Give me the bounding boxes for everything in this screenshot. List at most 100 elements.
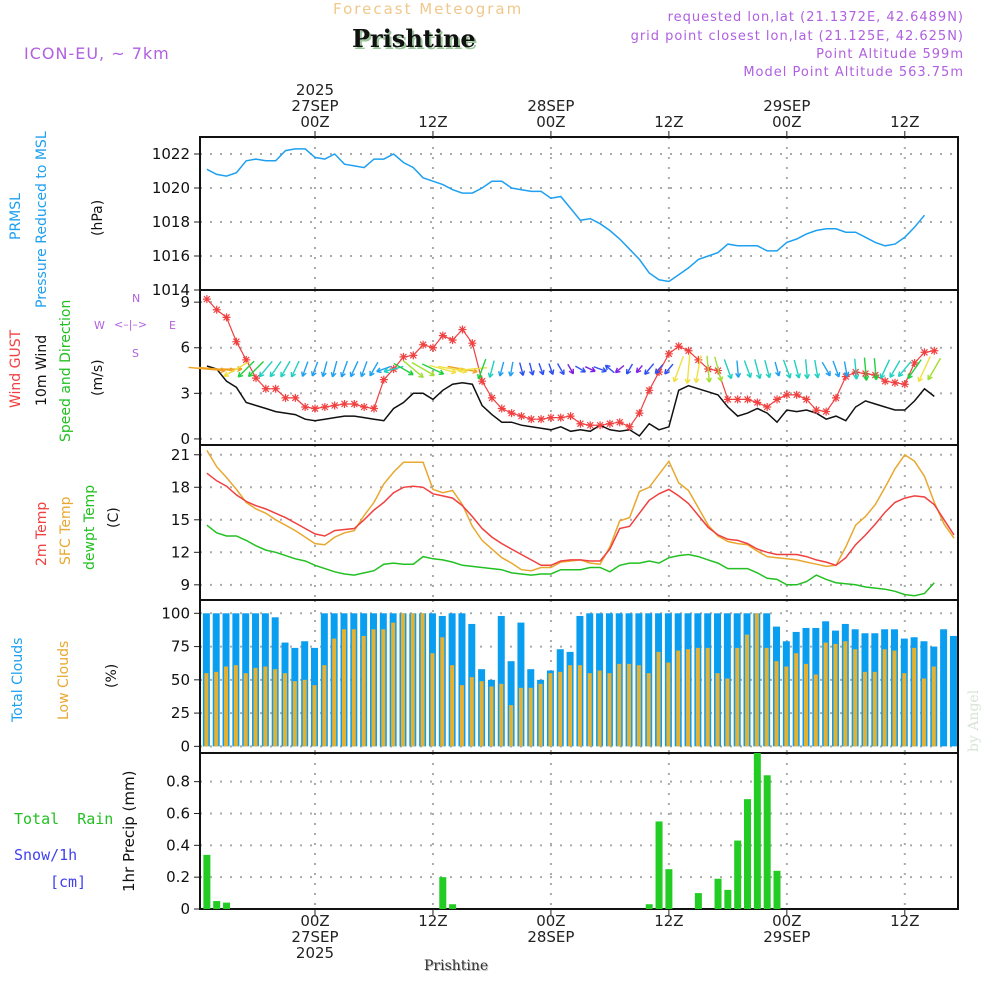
low-cloud-bar	[204, 673, 209, 747]
rain-bar	[714, 878, 722, 909]
gust-marker	[242, 355, 251, 364]
model-label: ICON-EU, ~ 7km	[24, 44, 170, 63]
low-cloud-bar	[764, 647, 769, 747]
low-cloud-bar	[548, 673, 553, 747]
total-cloud-bar	[940, 629, 948, 747]
low-cloud-bar	[568, 665, 573, 747]
wind-arrow	[625, 363, 634, 375]
x-tick-label: 29SEP 00Z	[747, 98, 827, 130]
wind-arrow	[927, 357, 942, 381]
gust-marker	[635, 409, 644, 418]
low-cloud-bar	[479, 681, 484, 747]
low-cloud-bar	[332, 638, 337, 747]
low-cloud-bar	[381, 629, 386, 747]
gust-marker	[458, 325, 467, 334]
gust-marker	[576, 419, 585, 428]
wind-arrow	[897, 361, 912, 378]
low-cloud-bar	[400, 613, 405, 747]
gust-marker	[625, 422, 634, 431]
low-cloud-bar	[715, 673, 720, 747]
gust-marker	[812, 406, 821, 415]
low-cloud-bar	[450, 665, 455, 747]
gust-marker	[822, 407, 831, 416]
low-cloud-bar	[813, 674, 818, 747]
low-cloud-bar	[430, 653, 435, 747]
low-cloud-bar	[312, 685, 317, 747]
wind-arrow	[754, 359, 762, 380]
low-cloud-bar	[509, 705, 514, 747]
gust-marker	[782, 390, 791, 399]
gust-marker	[664, 349, 673, 358]
wind-arrow	[863, 357, 870, 381]
x-tick-label: 12Z	[865, 913, 945, 929]
y-tick-label: 1016	[152, 247, 190, 265]
wind-arrow	[814, 359, 821, 379]
gust-marker	[320, 403, 329, 412]
grid-coords: grid point closest lon,lat (21.125E, 42.…	[630, 29, 964, 44]
wind-arrow	[320, 361, 328, 378]
wind-arrow	[258, 360, 273, 378]
watermark: by Angel	[966, 689, 982, 752]
rain-bar	[724, 889, 732, 909]
gust-marker	[517, 412, 526, 421]
wind-arrow	[672, 356, 685, 383]
y-tick-label: 0.6	[166, 804, 190, 822]
wind-arrow	[575, 365, 587, 373]
compass-rose: N W E S <–|–>	[94, 292, 186, 362]
gust-marker	[546, 413, 555, 422]
low-cloud-bar	[538, 683, 543, 747]
wind-arrow	[782, 359, 792, 379]
rain-bar	[773, 870, 781, 909]
y-tick-label: 25	[171, 704, 190, 722]
wind-arrow	[821, 361, 831, 377]
gust-marker	[605, 419, 614, 428]
low-cloud-bar	[273, 669, 278, 747]
y-tick-label: 18	[171, 478, 190, 496]
low-cloud-bar	[754, 613, 759, 747]
wind-arrow	[519, 362, 526, 376]
low-cloud-bar	[577, 665, 582, 747]
low-cloud-bar	[283, 673, 288, 747]
low-cloud-bar	[627, 663, 632, 747]
wind-arrow	[764, 360, 772, 379]
low-cloud-bar	[636, 665, 641, 747]
x-tick-line: 00Z	[772, 912, 802, 930]
gust-marker	[881, 377, 890, 386]
gust-marker	[527, 415, 536, 424]
gust-marker	[753, 398, 762, 407]
t2m-line	[206, 472, 955, 567]
compass-arrows-icon: <–|–>	[114, 318, 148, 331]
rain-bar	[449, 904, 457, 909]
chart-title: Prishtine	[352, 24, 476, 53]
wind-arrow	[349, 361, 359, 378]
x-tick-line: 12Z	[654, 912, 684, 930]
gust-marker	[890, 378, 899, 387]
gust-marker	[468, 339, 477, 348]
low-cloud-bar	[774, 661, 779, 747]
wind-arrow	[376, 365, 392, 374]
rain-bar	[753, 753, 761, 909]
chart-supertitle: Forecast Meteogram	[333, 0, 524, 18]
low-cloud-bar	[745, 634, 750, 747]
gust-marker	[487, 393, 496, 402]
gust-marker	[556, 413, 565, 422]
low-cloud-bar	[587, 673, 592, 747]
compass-e: E	[169, 319, 176, 332]
gust-marker	[212, 305, 221, 314]
wind-arrow	[853, 358, 860, 380]
wind-arrow	[803, 359, 810, 380]
y-tick-label: 1018	[152, 213, 190, 231]
rain-bar	[734, 840, 742, 909]
gust-marker	[340, 399, 349, 408]
wind-arrow	[487, 360, 495, 379]
x-tick-line: 29SEP	[763, 97, 811, 115]
wind-speed-line	[206, 365, 935, 437]
x-tick-label: 12Z	[629, 913, 709, 929]
x-tick-line: 12Z	[654, 113, 684, 131]
gust-marker	[792, 390, 801, 399]
low-cloud-bar	[656, 651, 661, 747]
gust-marker	[763, 403, 772, 412]
wind-arrow	[269, 360, 282, 378]
label-snow-unit: [cm]	[50, 873, 87, 891]
wind-arrow	[290, 360, 300, 378]
